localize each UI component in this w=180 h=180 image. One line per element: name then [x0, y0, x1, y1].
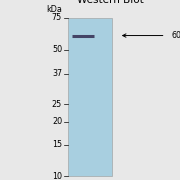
Text: 60kDa: 60kDa — [171, 31, 180, 40]
Text: 37: 37 — [52, 69, 62, 78]
Text: 25: 25 — [52, 100, 62, 109]
Text: 10: 10 — [52, 172, 62, 180]
Text: 15: 15 — [52, 140, 62, 149]
Bar — [68, 18, 112, 176]
Text: 20: 20 — [52, 117, 62, 126]
Text: 75: 75 — [52, 14, 62, 22]
Text: Western Blot: Western Blot — [77, 0, 144, 5]
Text: kDa: kDa — [46, 5, 62, 14]
Text: 50: 50 — [52, 45, 62, 54]
